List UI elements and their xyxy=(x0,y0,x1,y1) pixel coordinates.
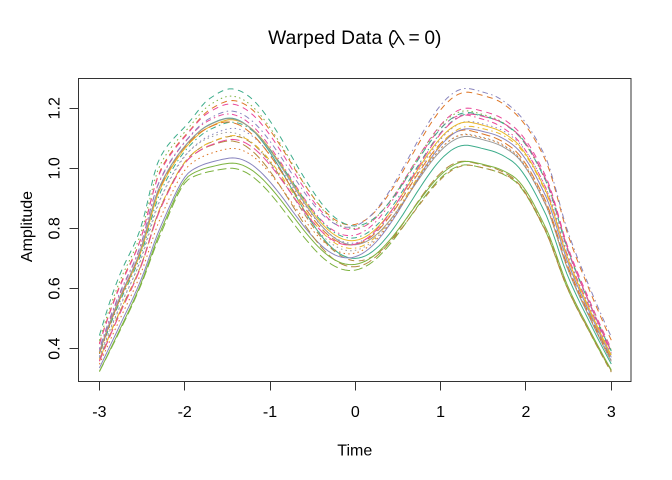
svg-text:1.2: 1.2 xyxy=(46,97,63,119)
svg-text:Amplitude: Amplitude xyxy=(19,191,36,262)
svg-text:=: = xyxy=(408,28,419,49)
svg-text:Warped Data (: Warped Data ( xyxy=(268,28,395,49)
svg-text:0: 0 xyxy=(351,404,360,421)
svg-text:0.6: 0.6 xyxy=(46,277,63,299)
svg-text:0): 0) xyxy=(424,28,441,49)
svg-text:-3: -3 xyxy=(92,404,106,421)
svg-text:1.0: 1.0 xyxy=(46,157,63,179)
svg-text:1: 1 xyxy=(436,404,445,421)
svg-text:0.4: 0.4 xyxy=(46,337,63,359)
svg-text:-2: -2 xyxy=(178,404,192,421)
svg-text:-1: -1 xyxy=(263,404,277,421)
svg-text:Time: Time xyxy=(337,443,372,460)
svg-text:0.8: 0.8 xyxy=(46,217,63,239)
svg-text:3: 3 xyxy=(607,404,616,421)
svg-text:2: 2 xyxy=(521,404,530,421)
